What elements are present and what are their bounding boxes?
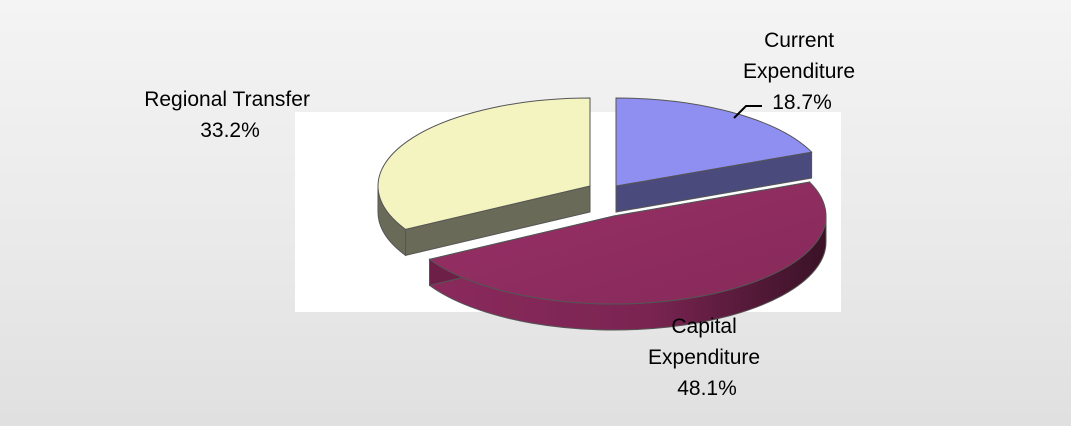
slice-label-current-line2: Expenditure — [743, 60, 855, 83]
slice-label-capital-value: 48.1% — [677, 377, 737, 400]
slice-capital — [428, 181, 827, 305]
slice-regional — [377, 97, 591, 230]
slice-label-regional-value: 33.2% — [200, 119, 260, 142]
slice-label-regional: Regional Transfer 33.2% — [144, 88, 316, 142]
slice-current — [615, 97, 813, 187]
leader-line — [733, 105, 762, 119]
slice-label-capital: Capital Expenditure 48.1% — [648, 315, 766, 400]
slice-label-regional-line1: Regional Transfer — [144, 88, 310, 111]
slice-label-current: Current Expenditure 18.7% — [743, 29, 861, 114]
slice-label-current-line1: Current — [764, 29, 834, 52]
pie-slices — [377, 97, 827, 331]
slice-label-capital-line1: Capital — [671, 315, 736, 338]
slice-label-capital-line2: Expenditure — [648, 346, 760, 369]
slice-label-current-value: 18.7% — [772, 91, 832, 114]
